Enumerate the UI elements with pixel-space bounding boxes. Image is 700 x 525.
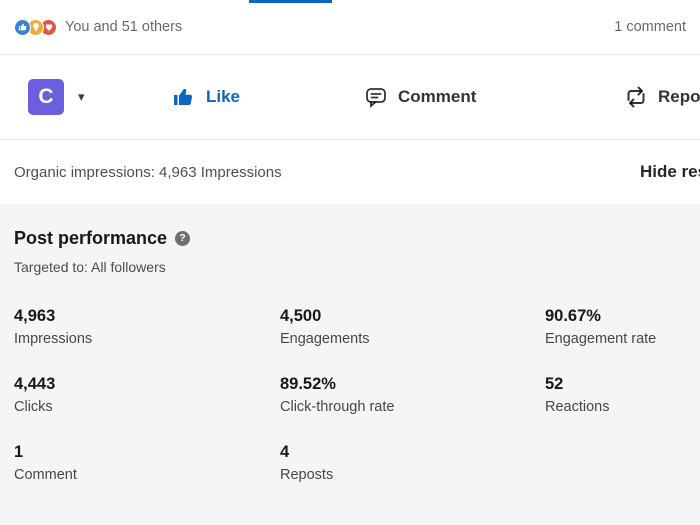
comment-bubble-icon (366, 88, 386, 109)
stat-label: Impressions (14, 331, 93, 347)
like-reaction-icon (14, 18, 31, 36)
post-performance-section: Post performance ? Targeted to: All foll… (0, 204, 700, 525)
stat-label: Comment (14, 467, 77, 483)
hide-results-button[interactable]: Hide results (640, 162, 700, 181)
stat-clicks: 4,443 Clicks (14, 375, 280, 415)
repost-button[interactable]: Repost (624, 85, 700, 109)
stat-label: Engagement rate (545, 331, 657, 347)
stat-comments: 1 Comment (14, 443, 280, 483)
reactors-count[interactable]: You and 51 others (65, 19, 183, 35)
clipped-content-above (249, 0, 332, 3)
performance-title-row: Post performance ? (14, 228, 686, 249)
avatar-letter: C (38, 85, 54, 108)
comment-button[interactable]: Comment (364, 85, 476, 109)
stat-impressions: 4,963 Impressions (14, 307, 280, 347)
impressions-summary-bar: Organic impressions: 4,963 Impressions H… (0, 140, 700, 204)
repost-label: Repost (658, 87, 700, 106)
stat-engagement-rate: 90.67% Engagement rate (545, 307, 686, 347)
stat-label: Click-through rate (280, 399, 395, 415)
stat-value: 89.52% (280, 375, 336, 393)
stat-value: 52 (545, 375, 564, 393)
comment-count[interactable]: 1 comment (614, 19, 686, 35)
stat-label: Engagements (280, 331, 370, 347)
action-bar: C ▾ Like Comment Repost (0, 55, 700, 140)
chevron-down-icon: ▾ (78, 89, 85, 104)
stat-reposts: 4 Reposts (280, 443, 545, 483)
stat-label: Reposts (280, 467, 334, 483)
stat-value: 1 (14, 443, 24, 461)
organic-impressions-text: Organic impressions: 4,963 Impressions (14, 163, 282, 181)
stat-value: 4 (280, 443, 290, 461)
insightful-reaction-icon (27, 18, 44, 36)
comment-label: Comment (398, 87, 477, 106)
section-title: Post performance (14, 228, 168, 248)
stat-value: 90.67% (545, 307, 601, 325)
stat-engagements: 4,500 Engagements (280, 307, 545, 347)
stat-value: 4,443 (14, 375, 56, 393)
like-label: Like (206, 87, 241, 106)
reaction-icons-stack[interactable] (14, 18, 57, 36)
stat-value: 4,500 (280, 307, 322, 325)
stat-value: 4,963 (14, 307, 56, 325)
love-reaction-icon (40, 18, 57, 36)
like-button[interactable]: Like (172, 85, 240, 109)
social-proof-bar: You and 51 others 1 comment (0, 0, 700, 55)
stats-grid: 4,963 Impressions 4,500 Engagements 90.6… (14, 307, 686, 483)
stat-label: Clicks (14, 399, 53, 415)
stat-label: Reactions (545, 399, 610, 415)
stat-click-through-rate: 89.52% Click-through rate (280, 375, 545, 415)
identity-switcher[interactable]: C ▾ (28, 79, 85, 115)
thumbs-up-icon (174, 88, 193, 105)
targeted-to-text: Targeted to: All followers (14, 259, 166, 275)
help-icon[interactable]: ? (175, 231, 191, 246)
repost-icon (627, 86, 645, 108)
stat-reactions: 52 Reactions (545, 375, 686, 415)
company-avatar: C (28, 79, 64, 115)
